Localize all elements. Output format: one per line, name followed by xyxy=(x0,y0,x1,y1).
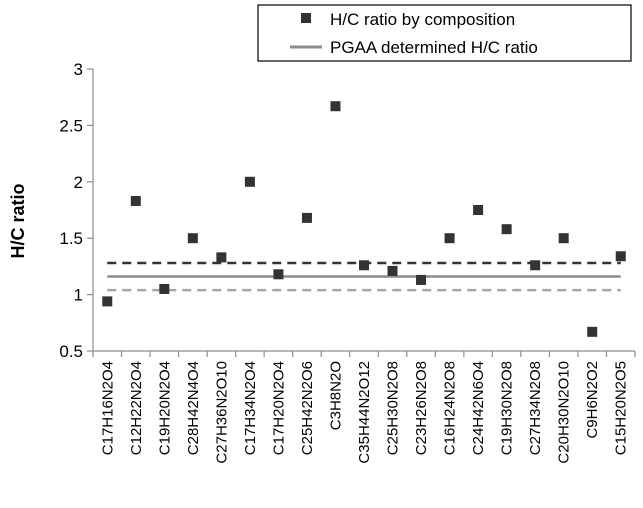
x-category-label: C24H42N6O4 xyxy=(470,361,487,455)
x-category-label: C15H20N2O5 xyxy=(613,361,630,455)
x-category-label: C19H30N2O8 xyxy=(499,361,516,455)
x-axis-ticks: C17H16N2O4 C12H22N2O4 C19H20N2O4 C28H42N4O4… xyxy=(92,351,636,464)
data-point xyxy=(587,326,598,337)
data-point xyxy=(530,260,541,271)
x-category-label: C3H8N2O xyxy=(327,361,344,430)
data-point xyxy=(330,101,341,112)
data-point xyxy=(273,269,284,280)
legend: H/C ratio by composition PGAA determined… xyxy=(257,4,632,62)
x-category-label: C25H42N2O6 xyxy=(299,361,316,455)
x-category-label: C17H16N2O4 xyxy=(99,361,116,455)
data-point xyxy=(159,283,170,294)
y-tick-label: 3 xyxy=(74,60,83,79)
data-point xyxy=(558,233,569,244)
legend-marker-scatter xyxy=(301,13,311,23)
x-category-label: C17H20N2O4 xyxy=(270,361,287,455)
x-category-label: C27H36N2O10 xyxy=(213,361,230,464)
y-tick-label: 2 xyxy=(74,173,83,192)
y-tick-label: 0.5 xyxy=(59,342,83,361)
x-category-label: C35H44N2O12 xyxy=(356,361,373,464)
data-point xyxy=(501,224,512,235)
x-category-label: C9H6N2O2 xyxy=(584,361,601,439)
x-category-label: C12H22N2O4 xyxy=(128,361,145,455)
data-point xyxy=(416,274,427,285)
data-point xyxy=(187,233,198,244)
y-axis-ticks: 0.5 1 1.5 2 2.5 3 xyxy=(59,60,93,361)
legend-border xyxy=(257,4,632,62)
data-point xyxy=(244,176,255,187)
data-point xyxy=(301,212,312,223)
legend-label-scatter: H/C ratio by composition xyxy=(330,10,515,29)
y-tick-label: 1.5 xyxy=(59,229,83,248)
x-category-label: C19H20N2O4 xyxy=(156,361,173,455)
x-category-label: C23H26N2O8 xyxy=(413,361,430,455)
y-axis-title: H/C ratio xyxy=(8,183,28,258)
x-category-label: C17H34N2O4 xyxy=(242,361,259,455)
data-point xyxy=(473,205,484,215)
data-point xyxy=(615,251,626,262)
x-category-label: C25H30N2O8 xyxy=(385,361,402,455)
data-point xyxy=(387,265,398,276)
data-point xyxy=(130,195,141,206)
x-category-label: C16H24N2O8 xyxy=(442,361,459,455)
data-points xyxy=(102,101,626,337)
data-point xyxy=(444,233,455,244)
data-point xyxy=(216,252,227,263)
data-point xyxy=(102,296,113,307)
data-point xyxy=(359,260,369,271)
x-category-label: C20H30N2O10 xyxy=(556,361,573,464)
y-tick-label: 2.5 xyxy=(59,116,83,135)
y-tick-label: 1 xyxy=(74,286,83,305)
x-category-label: C28H42N4O4 xyxy=(185,361,202,455)
x-category-label: C27H34N2O8 xyxy=(527,361,544,455)
legend-label-line: PGAA determined H/C ratio xyxy=(330,38,538,57)
